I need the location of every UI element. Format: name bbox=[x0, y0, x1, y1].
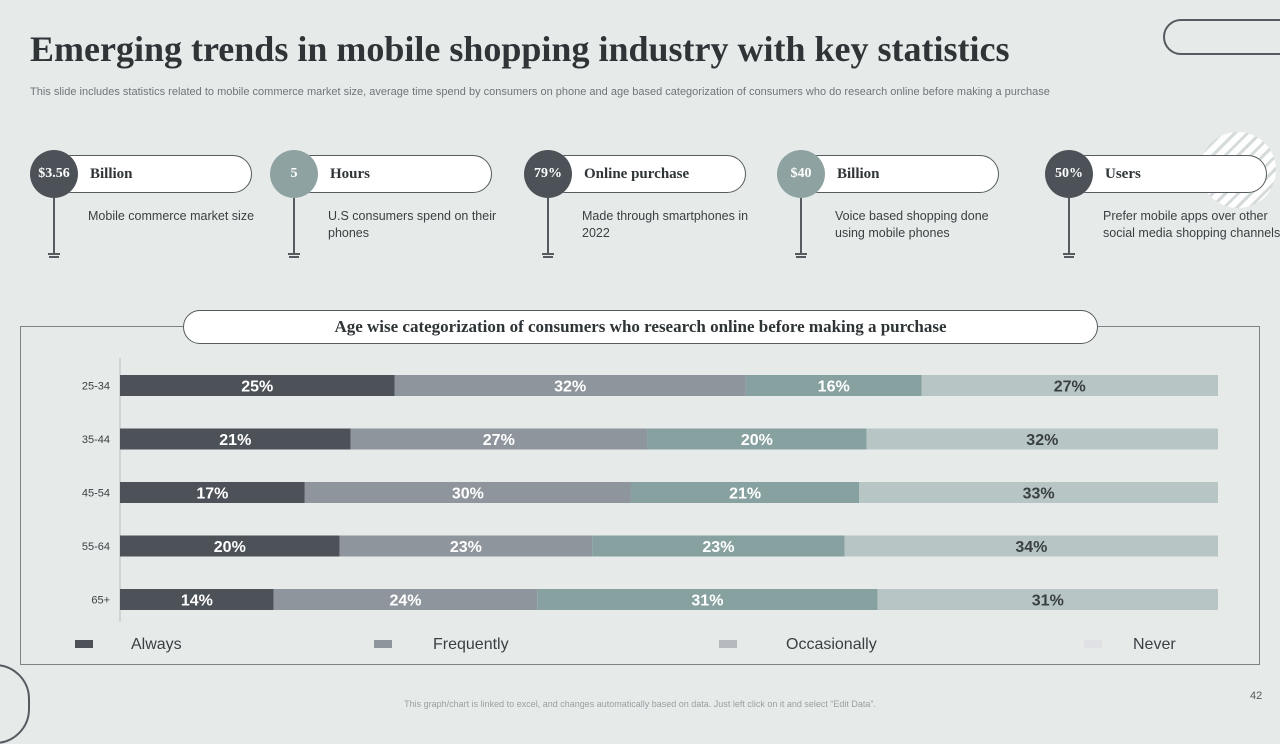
stat-description: Voice based shopping done using mobile p… bbox=[835, 209, 989, 240]
stat-connector-base bbox=[543, 256, 553, 258]
stat-connector-line bbox=[53, 198, 55, 254]
bar-segment-frequently bbox=[304, 482, 631, 503]
stat-pill bbox=[292, 155, 492, 193]
stat-label: Users bbox=[1105, 166, 1141, 182]
category-tick-label: 55-64 bbox=[82, 541, 110, 553]
data-label: 25% bbox=[241, 379, 273, 396]
legend-label: Frequently bbox=[433, 636, 509, 653]
bar-segment-occasionally bbox=[592, 535, 845, 557]
stat-description: Made through smartphones in 2022 bbox=[582, 209, 749, 240]
category-tick-label: 35-44 bbox=[82, 434, 110, 446]
stat-pill bbox=[1067, 155, 1267, 193]
chart-title: Age wise categorization of consumers who… bbox=[183, 310, 1098, 344]
bar-segment-always bbox=[120, 428, 351, 450]
stat-connector-base bbox=[289, 256, 299, 258]
bar-segment-never bbox=[866, 428, 1218, 450]
stat-connector-base bbox=[49, 256, 59, 258]
bar-segment-always bbox=[120, 535, 340, 557]
data-label: 32% bbox=[1026, 432, 1058, 449]
stat-connector-base bbox=[288, 253, 300, 255]
data-label: 31% bbox=[691, 593, 723, 610]
data-label: 24% bbox=[389, 593, 421, 610]
legend-label: Occasionally bbox=[786, 636, 877, 653]
stacked-bar-chart: 25-34 25% 32% 16% 27% 35-44 21% 27% 20% 32% 45-54 1… bbox=[82, 358, 1218, 622]
data-label: 32% bbox=[554, 379, 586, 396]
bar-segment-occasionally bbox=[647, 428, 867, 450]
bar-segment-never bbox=[877, 589, 1218, 610]
stat-pill bbox=[546, 155, 746, 193]
bar-segment-always bbox=[120, 375, 395, 396]
stat-label: Billion bbox=[837, 166, 880, 182]
bar-segment-never bbox=[844, 535, 1218, 557]
stat-connector-line bbox=[547, 198, 549, 254]
stat-value-circle: 50% bbox=[1045, 150, 1093, 198]
stat-connector-base bbox=[795, 253, 807, 255]
legend-swatch bbox=[374, 640, 392, 648]
data-label: 20% bbox=[214, 539, 246, 556]
stat-label: Online purchase bbox=[584, 166, 690, 182]
bar-segment-frequently bbox=[339, 535, 593, 557]
data-label: 23% bbox=[450, 539, 482, 556]
footer-note: This graph/chart is linked to excel, and… bbox=[404, 699, 876, 709]
stat-card-mobile-app-users: Users 50% Prefer mobile apps over other … bbox=[1045, 150, 1280, 270]
data-label: 20% bbox=[741, 432, 773, 449]
decorative-pill-outline bbox=[1163, 19, 1280, 55]
legend-swatch bbox=[719, 640, 737, 648]
bar-segment-always bbox=[120, 589, 274, 610]
stat-value-circle: 5 bbox=[270, 150, 318, 198]
data-label: 21% bbox=[729, 486, 761, 503]
data-label: 14% bbox=[181, 593, 213, 610]
bar-segment-occasionally bbox=[630, 482, 860, 503]
stat-connector-line bbox=[293, 198, 295, 254]
stat-card-phone-hours: Hours 5 U.S consumers spend on their pho… bbox=[270, 150, 510, 270]
stat-connector-base bbox=[48, 253, 60, 255]
bar-segment-frequently bbox=[273, 589, 538, 610]
stat-value-circle: $3.56 bbox=[30, 150, 78, 198]
category-tick-label: 65+ bbox=[91, 595, 110, 607]
stat-description: Mobile commerce market size bbox=[88, 209, 255, 223]
data-label: 27% bbox=[1054, 379, 1086, 396]
data-label: 16% bbox=[818, 379, 850, 396]
legend-label: Never bbox=[1133, 636, 1176, 653]
stat-connector-base bbox=[1064, 256, 1074, 258]
stat-description: Prefer mobile apps over other social med… bbox=[1103, 209, 1280, 240]
stat-pill bbox=[799, 155, 999, 193]
page-subtitle: This slide includes statistics related t… bbox=[30, 86, 1050, 98]
bar-segment-occasionally bbox=[745, 375, 922, 396]
page-title: Emerging trends in mobile shopping indus… bbox=[30, 29, 1010, 69]
bar-segment-never bbox=[921, 375, 1218, 396]
stat-connector-base bbox=[542, 253, 554, 255]
data-label: 33% bbox=[1023, 486, 1055, 503]
data-label: 30% bbox=[452, 486, 484, 503]
stat-label: Hours bbox=[330, 166, 371, 182]
stat-card-voice-shopping: Billion $40 Voice based shopping done us… bbox=[777, 150, 1017, 270]
data-label: 34% bbox=[1015, 539, 1047, 556]
data-label: 23% bbox=[702, 539, 734, 556]
stat-connector-base bbox=[796, 256, 806, 258]
legend-label: Always bbox=[131, 636, 182, 653]
data-label: 31% bbox=[1032, 593, 1064, 610]
legend-swatch bbox=[1084, 640, 1102, 648]
stat-label: Billion bbox=[90, 166, 133, 182]
data-label: 17% bbox=[196, 486, 228, 503]
stat-connector-base bbox=[1063, 253, 1075, 255]
data-label: 21% bbox=[219, 432, 251, 449]
stat-connector-line bbox=[800, 198, 802, 254]
stat-description: U.S consumers spend on their phones bbox=[328, 209, 497, 240]
stat-value-circle: $40 bbox=[777, 150, 825, 198]
stat-card-market-size: Billion $3.56 Mobile commerce market siz… bbox=[30, 150, 270, 270]
stat-connector-line bbox=[1068, 198, 1070, 254]
category-tick-label: 25-34 bbox=[82, 381, 110, 393]
category-tick-label: 45-54 bbox=[82, 488, 110, 500]
bar-segment-always bbox=[120, 482, 305, 503]
legend-swatch bbox=[75, 640, 93, 648]
stat-value-circle: 79% bbox=[524, 150, 572, 198]
stat-card-online-purchase: Online purchase 79% Made through smartph… bbox=[524, 150, 764, 270]
bar-segment-frequently bbox=[394, 375, 746, 396]
bar-segment-never bbox=[859, 482, 1218, 503]
page-number: 42 bbox=[1250, 690, 1263, 702]
bar-segment-occasionally bbox=[537, 589, 878, 610]
bar-segment-frequently bbox=[350, 428, 648, 450]
data-label: 27% bbox=[483, 432, 515, 449]
